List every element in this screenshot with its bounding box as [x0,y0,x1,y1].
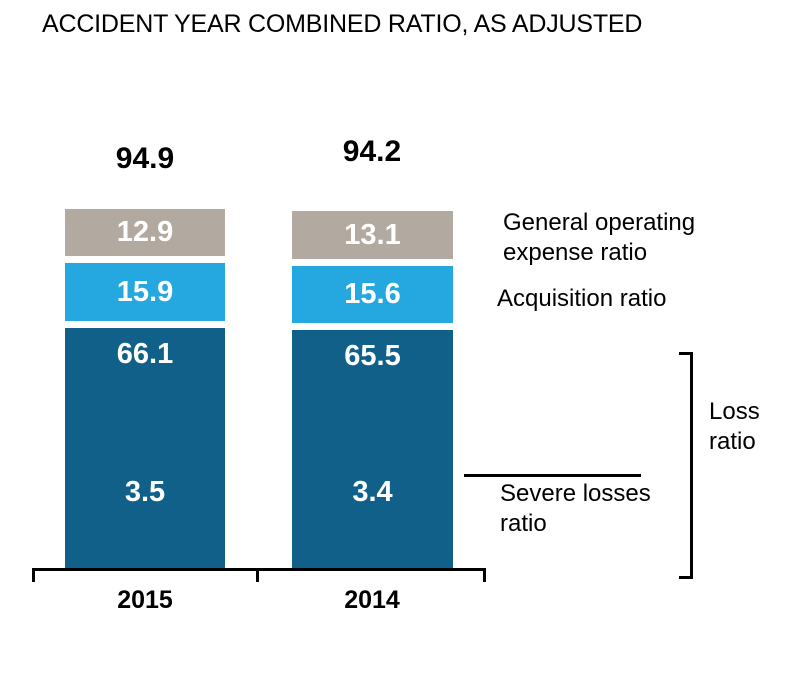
x-axis-tick-middle [256,568,259,582]
segment-value-acquisition-2014: 15.6 [344,278,401,310]
segment-loss-2015: 66.1 3.5 [65,328,225,569]
x-axis-tick-left [32,568,35,582]
segment-acquisition-2014: 15.6 [292,266,453,323]
segment-value-general-2014: 13.1 [344,218,401,251]
legend-severe-losses-ratio: Severe losses ratio [500,480,651,537]
x-axis-label-2015: 2015 [117,586,173,614]
total-value-2014: 94.2 [342,135,402,168]
severe-losses-value-2015: 3.5 [124,476,166,508]
total-value-2015: 94.9 [115,142,175,175]
segment-value-loss-2015: 66.1 [116,338,174,370]
x-axis-tick-right [483,568,486,582]
segment-acquisition-2015: 15.9 [65,263,225,321]
segment-value-acquisition-2015: 15.9 [116,275,174,308]
legend-acquisition-ratio: Acquisition ratio [497,285,667,312]
stacked-bar-2015: 12.9 15.9 66.1 3.5 [65,209,225,569]
severe-losses-pointer-line [464,474,641,477]
segment-general-operating-2015: 12.9 [65,209,225,256]
segment-loss-2014: 65.5 3.4 [292,330,453,569]
chart-title: ACCIDENT YEAR COMBINED RATIO, AS ADJUSTE… [42,10,643,38]
x-axis-line [32,568,486,571]
stacked-bar-2014: 13.1 15.6 65.5 3.4 [292,211,453,569]
legend-general-operating-expense-ratio: General operating expense ratio [503,209,696,266]
segment-value-general-2015: 12.9 [116,216,174,248]
segment-value-loss-2014: 65.5 [344,340,401,372]
loss-ratio-bracket [679,352,693,579]
segment-general-operating-2014: 13.1 [292,211,453,259]
x-axis-label-2014: 2014 [344,586,400,614]
severe-losses-value-2014: 3.4 [352,476,393,508]
legend-loss-ratio: Loss ratio [709,398,760,455]
